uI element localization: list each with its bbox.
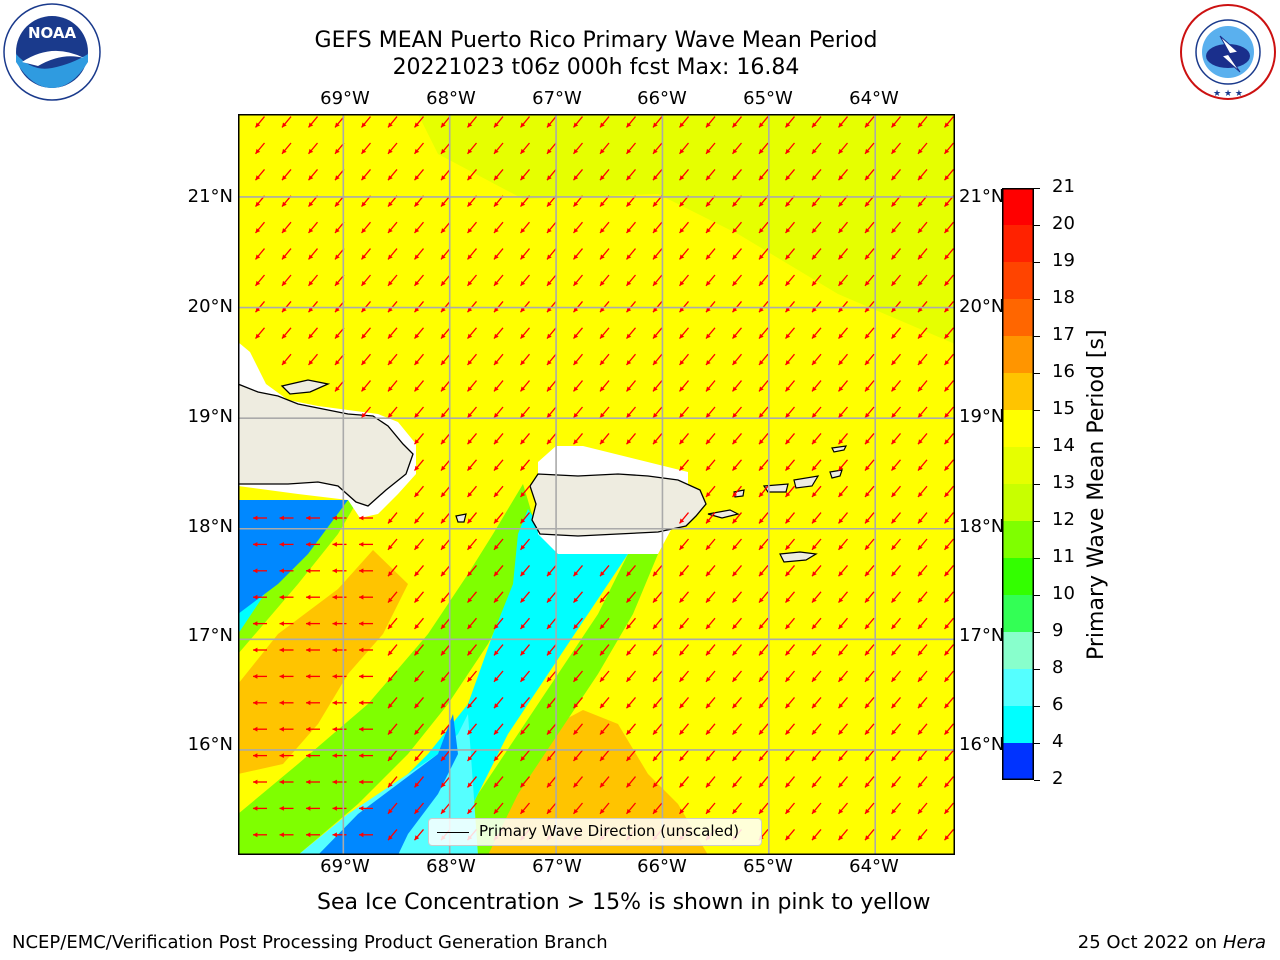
lat-label-left-19n: 19°N <box>163 406 233 427</box>
lat-label-left-21n: 21°N <box>163 186 233 207</box>
colorbar-band <box>1002 447 1034 485</box>
map-legend: Primary Wave Direction (unscaled) <box>428 818 762 846</box>
noaa-logo-text: NOAA <box>28 24 77 42</box>
lon-label-bottom-64w: 64°W <box>849 856 899 877</box>
colorbar-band <box>1002 743 1034 780</box>
footer-date-text: 25 Oct 2022 on <box>1078 932 1223 953</box>
colorbar-tick-mark <box>1034 595 1040 597</box>
footer-branch: NCEP/EMC/Verification Post Processing Pr… <box>12 932 608 953</box>
lat-label-right-16n: 16°N <box>959 734 1004 755</box>
colorbar-band <box>1002 373 1034 411</box>
colorbar-tick-mark <box>1034 743 1040 745</box>
chart-title-line1: GEFS MEAN Puerto Rico Primary Wave Mean … <box>0 27 1192 54</box>
colorbar-tick-label: 20 <box>1052 213 1075 234</box>
colorbar-tick-label: 15 <box>1052 398 1075 419</box>
footer-machine: Hera <box>1223 932 1266 953</box>
colorbar-tick-mark <box>1034 188 1040 190</box>
colorbar-tick-mark <box>1034 780 1040 782</box>
lat-label-left-20n: 20°N <box>163 296 233 317</box>
lat-label-right-19n: 19°N <box>959 406 1004 427</box>
colorbar-tick-mark <box>1034 373 1040 375</box>
colorbar-band <box>1002 595 1034 633</box>
colorbar-tick-mark <box>1034 706 1040 708</box>
colorbar-tick-mark <box>1034 558 1040 560</box>
colorbar-tick-label: 14 <box>1052 435 1075 456</box>
colorbar-tick-label: 19 <box>1052 250 1075 271</box>
chart-title-line2: 20221023 t06z 000h fcst Max: 16.84 <box>0 54 1192 81</box>
lon-label-top-66w: 66°W <box>637 88 687 109</box>
lon-label-top-68w: 68°W <box>426 88 476 109</box>
colorbar-tick-label: 18 <box>1052 287 1075 308</box>
colorbar-band <box>1002 225 1034 263</box>
lon-label-bottom-65w: 65°W <box>743 856 793 877</box>
lon-label-bottom-67w: 67°W <box>532 856 582 877</box>
colorbar-band <box>1002 262 1034 300</box>
lon-label-top-65w: 65°W <box>743 88 793 109</box>
colorbar-tick-label: 13 <box>1052 472 1075 493</box>
colorbar-tick-mark <box>1034 299 1040 301</box>
colorbar-band <box>1002 336 1034 374</box>
lat-label-left-18n: 18°N <box>163 516 233 537</box>
svg-text:★ ★ ★: ★ ★ ★ <box>1213 89 1243 99</box>
land-st-thomas <box>764 484 788 492</box>
colorbar-tick-label: 10 <box>1052 583 1075 604</box>
legend-label: Primary Wave Direction (unscaled) <box>479 822 739 840</box>
land-mona <box>456 514 466 522</box>
wave-period-map <box>238 114 955 855</box>
lon-label-top-67w: 67°W <box>532 88 582 109</box>
colorbar-band <box>1002 632 1034 670</box>
colorbar-tick-mark <box>1034 225 1040 227</box>
colorbar-tick-label: 12 <box>1052 509 1075 530</box>
footer-date: 25 Oct 2022 on Hera <box>1078 932 1266 953</box>
lon-label-top-64w: 64°W <box>849 88 899 109</box>
colorbar-tick-label: 21 <box>1052 176 1075 197</box>
lat-label-left-16n: 16°N <box>163 734 233 755</box>
colorbar-tick-mark <box>1034 410 1040 412</box>
colorbar-tick-label: 2 <box>1052 768 1063 789</box>
lat-label-right-17n: 17°N <box>959 625 1004 646</box>
colorbar-band <box>1002 521 1034 559</box>
colorbar-tick-mark <box>1034 521 1040 523</box>
lat-label-right-21n: 21°N <box>959 186 1004 207</box>
colorbar-band <box>1002 669 1034 707</box>
lat-label-right-20n: 20°N <box>959 296 1004 317</box>
lon-label-bottom-68w: 68°W <box>426 856 476 877</box>
colorbar-tick-label: 17 <box>1052 324 1075 345</box>
lat-label-right-18n: 18°N <box>959 516 1004 537</box>
noaa-logo: NOAA <box>2 2 102 102</box>
colorbar-tick-mark <box>1034 669 1040 671</box>
colorbar-tick-label: 16 <box>1052 361 1075 382</box>
colorbar-label: Primary Wave Mean Period [s] <box>1084 329 1109 660</box>
colorbar <box>1002 188 1034 780</box>
colorbar-tick-mark <box>1034 632 1040 634</box>
colorbar-tick-mark <box>1034 447 1040 449</box>
nws-logo: ★ ★ ★ <box>1178 2 1278 102</box>
colorbar-tick-mark <box>1034 484 1040 486</box>
colorbar-tick-mark <box>1034 262 1040 264</box>
lat-label-left-17n: 17°N <box>163 625 233 646</box>
colorbar-band <box>1002 706 1034 744</box>
lon-label-top-69w: 69°W <box>320 88 370 109</box>
colorbar-tick-label: 8 <box>1052 657 1063 678</box>
colorbar-tick-label: 11 <box>1052 546 1075 567</box>
colorbar-tick-label: 9 <box>1052 620 1063 641</box>
colorbar-tick-mark <box>1034 336 1040 338</box>
colorbar-tick-label: 6 <box>1052 694 1063 715</box>
sea-ice-note: Sea Ice Concentration > 15% is shown in … <box>317 890 931 915</box>
lon-label-bottom-66w: 66°W <box>637 856 687 877</box>
colorbar-tick-label: 4 <box>1052 731 1063 752</box>
legend-line-swatch <box>437 832 469 833</box>
colorbar-band <box>1002 558 1034 596</box>
colorbar-band <box>1002 188 1034 226</box>
lon-label-bottom-69w: 69°W <box>320 856 370 877</box>
colorbar-band <box>1002 410 1034 448</box>
colorbar-band <box>1002 484 1034 522</box>
colorbar-band <box>1002 299 1034 337</box>
